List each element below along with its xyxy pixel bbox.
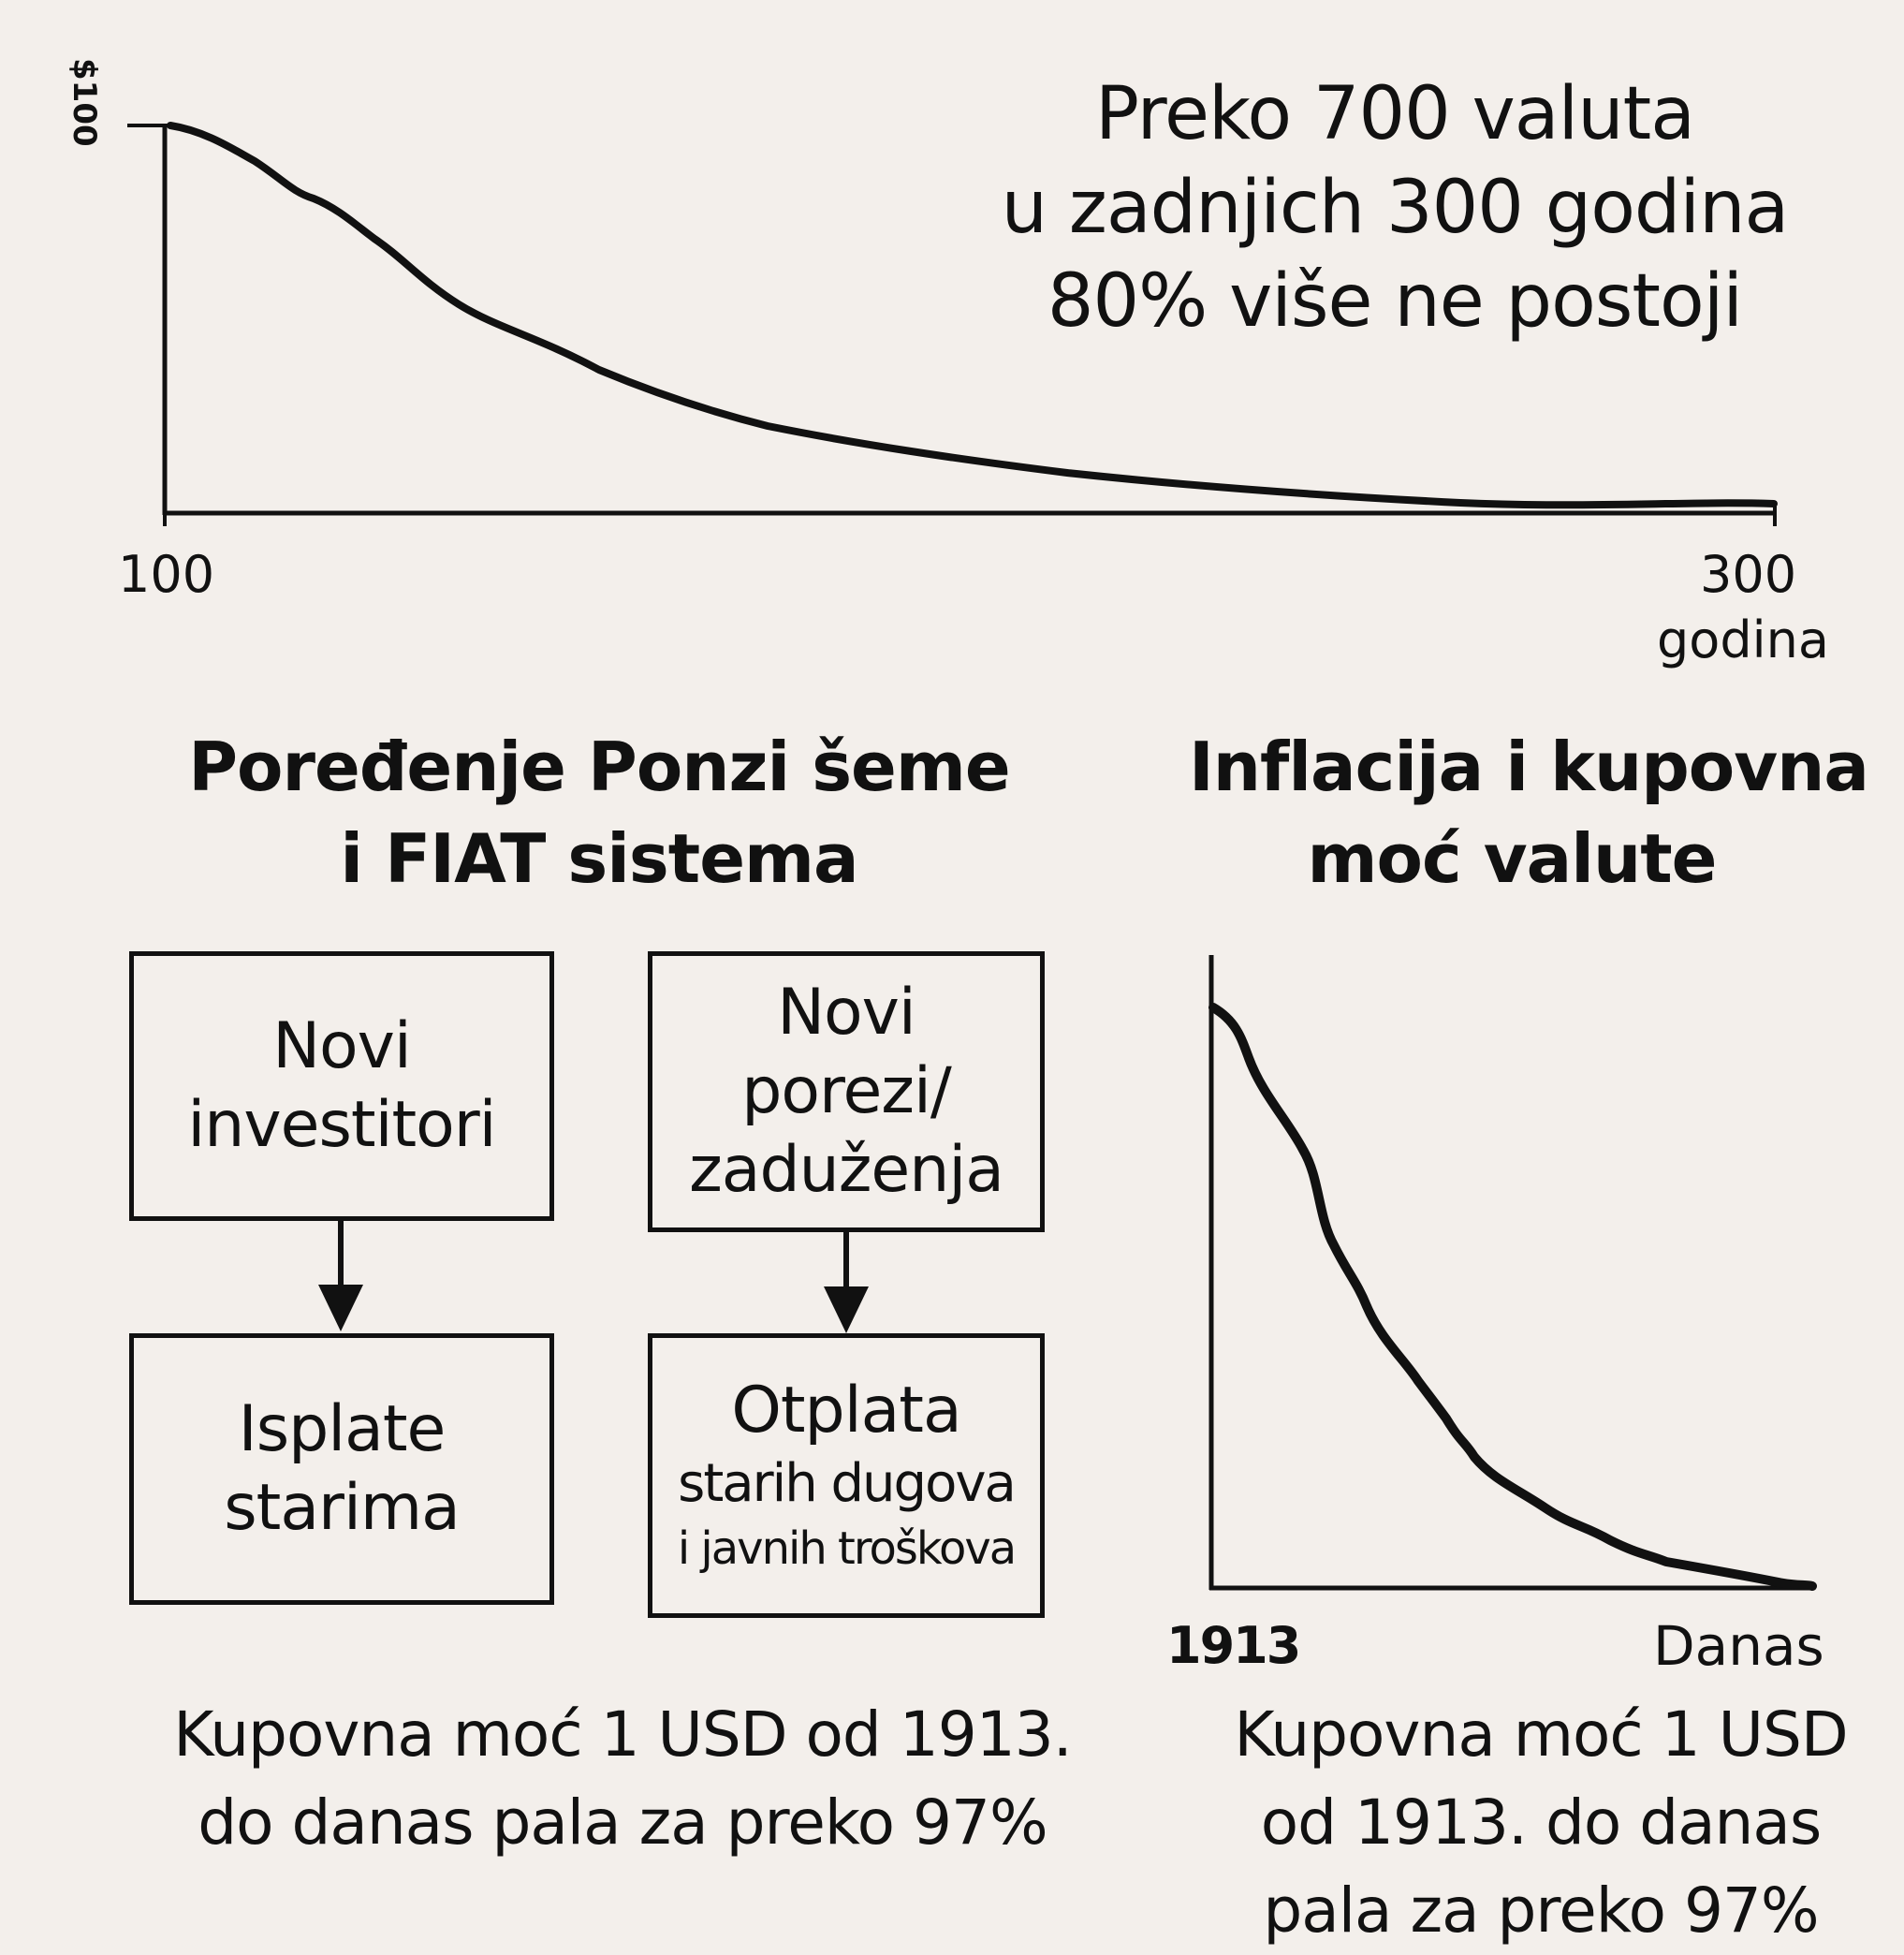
fiat-bottom-line-3: i javnih troškova [677,1522,1017,1575]
ponzi-title-line-1: Poređenje Ponzi šeme [188,728,1010,806]
ponzi-bottom-line-2: starima [224,1471,461,1545]
inflation-footer: Kupovna moć 1 USD od 1913. do danas pala… [1213,1691,1868,1955]
fiat-bottom-line-2: starih dugova [678,1453,1017,1514]
inflation-footer-line-1: Kupovna moć 1 USD [1234,1698,1848,1771]
fiat-arrow [824,1230,869,1333]
fiat-top-line-1: Novi [777,976,916,1050]
headline-line-2: u zadnjich 300 godina [1001,166,1790,250]
top-chart-decline-curve [167,122,1778,509]
inflation-footer-line-2: od 1913. do danas [1260,1786,1822,1859]
inflation-title-line-2: moć valute [1307,819,1718,898]
ponzi-footer: Kupovna moć 1 USD od 1913. do danas pala… [112,1691,1133,1867]
inflation-decline-curve [1208,1003,1817,1591]
top-chart-x-end-label: 300 [1700,545,1797,604]
ponzi-section-title: Poređenje Ponzi šeme i FIAT sistema [122,721,1076,904]
headline-line-1: Preko 700 valuta [1094,72,1695,156]
inflation-footer-line-3: pala za preko 97% [1263,1874,1819,1947]
ponzi-top-line-1: Novi [272,1009,412,1083]
fiat-repayment-box: Otplata starih dugova i javnih troškova [648,1333,1045,1618]
inflation-x-start-label: 1913 [1166,1616,1301,1675]
inflation-title-line-1: Inflacija i kupovna [1189,728,1869,806]
top-chart-plot [127,122,1778,526]
top-chart-headline: Preko 700 valuta u zadnjich 300 godina 8… [992,67,1797,348]
ponzi-title-line-2: i FIAT sistema [340,819,858,898]
fiat-top-line-3: zaduženja [689,1133,1004,1207]
headline-line-3: 80% više ne postoji [1047,259,1743,344]
ponzi-new-investors-box: Novi investitori [129,951,554,1221]
fiat-bottom-line-1: Otplata [731,1374,961,1448]
inflation-x-end-label: Danas [1653,1614,1824,1678]
top-chart-x-unit-label: godina [1657,610,1829,669]
top-chart-x-start-label: 100 [118,545,215,604]
ponzi-payouts-box: Isplate starima [129,1333,554,1605]
inflation-section-title: Inflacija i kupovna moć valute [1189,721,1869,904]
ponzi-arrow [318,1219,363,1331]
fiat-new-taxes-box: Novi porezi/ zaduženja [648,951,1045,1232]
ponzi-top-line-2: investitori [187,1088,496,1162]
ponzi-bottom-line-1: Isplate [238,1392,447,1466]
ponzi-footer-line-2: do danas pala za preko 97% [198,1786,1048,1859]
ponzi-footer-line-1: Kupovna moć 1 USD od 1913. [173,1698,1073,1771]
fiat-top-line-2: porezi/ [741,1054,952,1128]
